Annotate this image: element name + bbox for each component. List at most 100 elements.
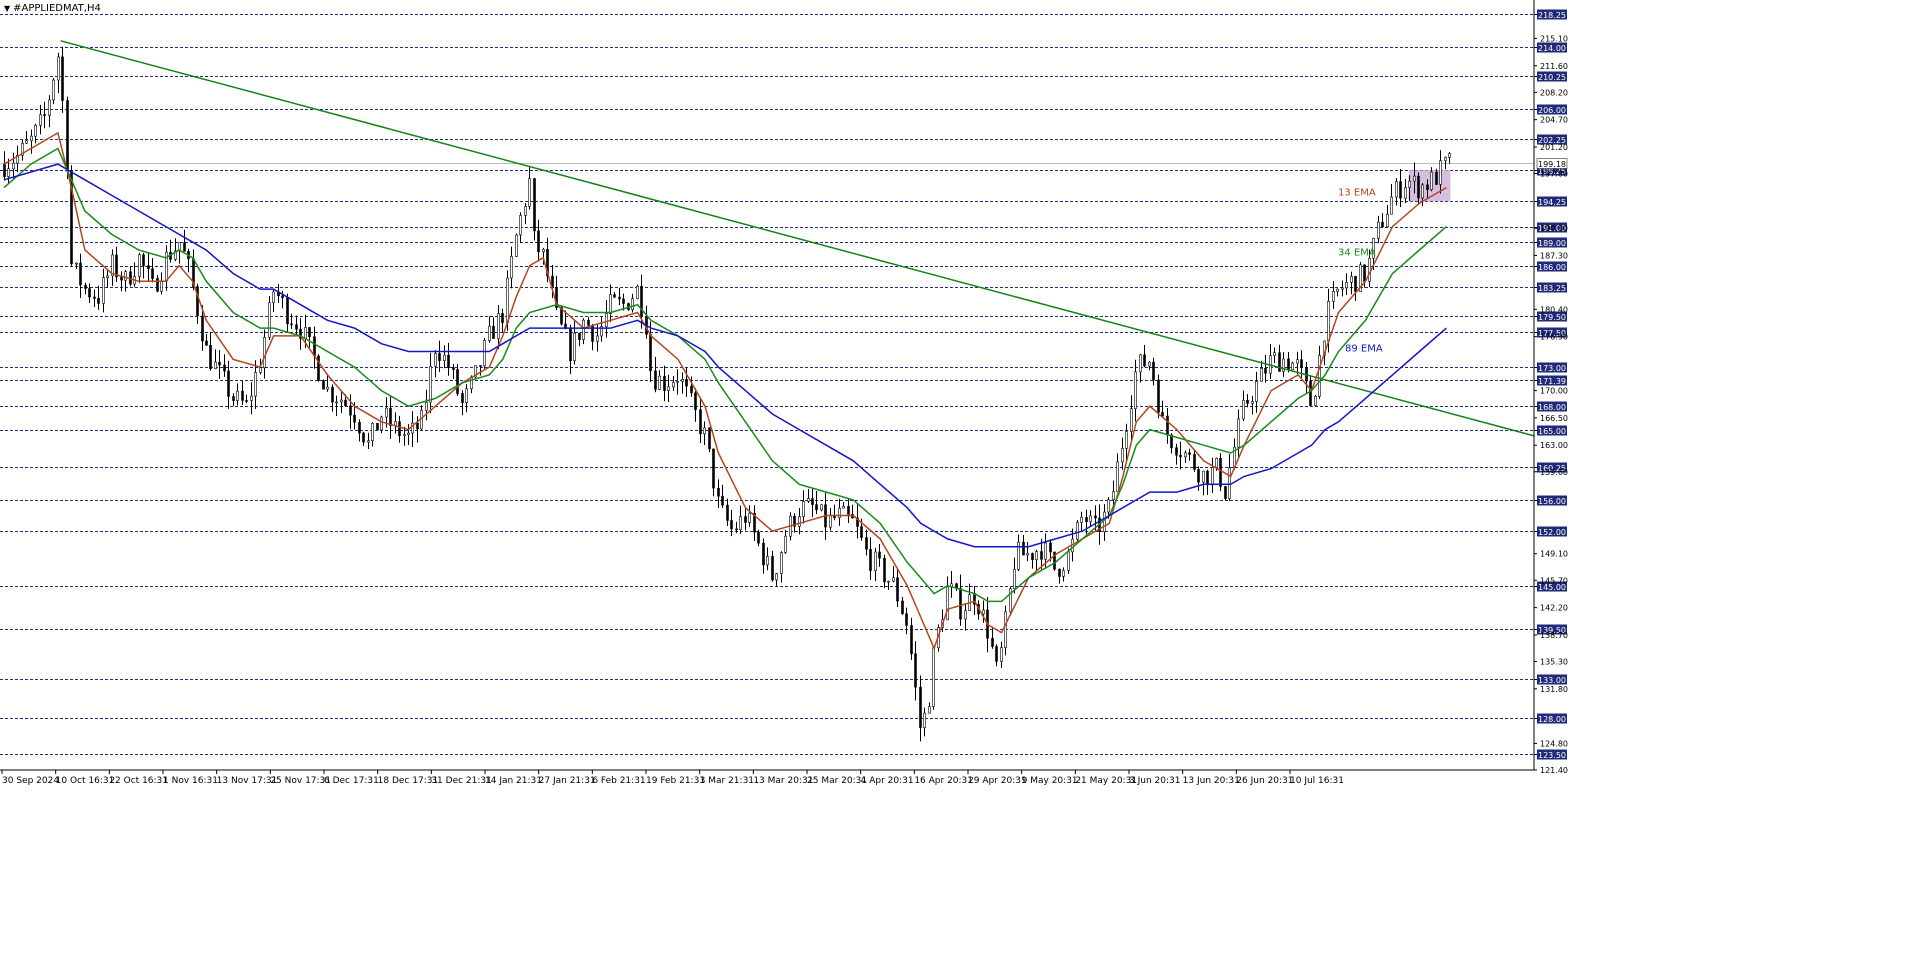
level-price-tag — [1537, 165, 1567, 176]
level-price-label: 179.50 — [1538, 313, 1566, 322]
candle-body — [735, 528, 738, 531]
time-tick-label: 10 Jul 16:31 — [1290, 776, 1344, 786]
candle-body — [326, 386, 329, 390]
candle-body — [340, 399, 343, 403]
candle-body — [973, 594, 976, 605]
candle-body — [411, 422, 414, 434]
candle-body — [910, 625, 913, 655]
price-tick-label: 201.20 — [1540, 143, 1568, 152]
candle-body — [295, 324, 298, 330]
candle-body — [771, 556, 774, 581]
time-tick-label: 9 May 20:31 — [1022, 776, 1078, 786]
candle-body — [263, 337, 266, 369]
price-tick-label: 197.80 — [1540, 170, 1568, 179]
candle-body — [156, 278, 159, 292]
candle-body — [43, 114, 46, 116]
candle-body — [1076, 522, 1079, 540]
level-price-tag — [1537, 624, 1567, 635]
level-price-tag — [1537, 327, 1567, 338]
candle-body — [896, 577, 899, 602]
candle-body — [762, 542, 765, 566]
candle-body — [991, 638, 994, 647]
candle-body — [1130, 408, 1133, 432]
candle-body — [39, 114, 42, 126]
time-tick-label: 14 Jan 21:31 — [485, 776, 542, 786]
level-price-tag — [1537, 495, 1567, 506]
price-tick-label: 131.80 — [1540, 685, 1568, 694]
candle-body — [497, 313, 500, 339]
level-price-label: 177.50 — [1538, 329, 1566, 338]
level-price-label: 168.00 — [1538, 403, 1566, 412]
level-price-label: 160.25 — [1538, 464, 1566, 473]
candle-body — [618, 296, 621, 300]
candle-body — [21, 142, 24, 156]
ema-line-89 — [3, 163, 1447, 548]
candle-body — [1026, 553, 1029, 556]
price-tick-label: 211.60 — [1540, 62, 1568, 71]
candle-body — [640, 286, 643, 317]
candle-body — [905, 613, 908, 626]
candle-body — [389, 407, 392, 426]
level-price-label: 183.25 — [1538, 284, 1566, 293]
candle-body — [780, 552, 783, 574]
trendline — [60, 40, 1535, 437]
candle-body — [654, 370, 657, 390]
candle-body — [995, 646, 998, 662]
candle-body — [1439, 160, 1442, 185]
candle-body — [465, 388, 468, 403]
candle-body — [537, 230, 540, 253]
candle-body — [1314, 396, 1317, 406]
candle-body — [609, 294, 612, 314]
candle-body — [138, 254, 141, 277]
candle-body — [438, 353, 441, 361]
candle-body — [914, 653, 917, 688]
candle-body — [923, 712, 926, 728]
candle-body — [798, 516, 801, 527]
level-price-label: 189.00 — [1538, 239, 1566, 248]
candle-body — [959, 588, 962, 620]
candle-body — [685, 379, 688, 387]
candle-body — [708, 427, 711, 450]
candle-body — [605, 313, 608, 327]
candle-body — [61, 56, 64, 101]
level-price-label: 128.00 — [1538, 715, 1566, 724]
level-price-tag — [1537, 526, 1567, 537]
time-tick-label: 4 Apr 20:31 — [861, 776, 914, 786]
candle-body — [1430, 171, 1433, 190]
candle-body — [142, 254, 145, 266]
candle-body — [245, 400, 248, 402]
candle-body — [1009, 588, 1012, 613]
candle-body — [97, 298, 100, 304]
level-price-tag — [1537, 425, 1567, 436]
candle-body — [447, 354, 450, 369]
candle-body — [174, 250, 177, 260]
candle-body — [456, 369, 459, 394]
candle-body — [488, 325, 491, 341]
candle-body — [1359, 264, 1362, 292]
candle-body — [856, 517, 859, 527]
collapse-triangle-icon[interactable]: ▼ — [4, 4, 11, 13]
candle-body — [865, 537, 868, 550]
time-tick-label: 25 Nov 17:31 — [270, 776, 331, 786]
candle-body — [753, 512, 756, 533]
candle-body — [694, 392, 697, 410]
candle-body — [407, 432, 410, 436]
candle-body — [726, 504, 729, 521]
candle-body — [66, 100, 69, 172]
candle-body — [151, 268, 154, 279]
candle-body — [1134, 371, 1137, 409]
candle-body — [1202, 470, 1205, 483]
candle-body — [1372, 237, 1375, 259]
level-price-label: 123.50 — [1538, 751, 1566, 760]
candle-body — [506, 277, 509, 323]
candle-body — [1291, 362, 1294, 371]
level-price-label: 202.25 — [1538, 136, 1566, 145]
candle-body — [183, 242, 186, 252]
candle-body — [75, 262, 78, 265]
candle-body — [1282, 358, 1285, 372]
level-price-tag — [1537, 134, 1567, 145]
candle-body — [353, 414, 356, 423]
candle-body — [1188, 452, 1191, 455]
candle-body — [272, 291, 275, 304]
